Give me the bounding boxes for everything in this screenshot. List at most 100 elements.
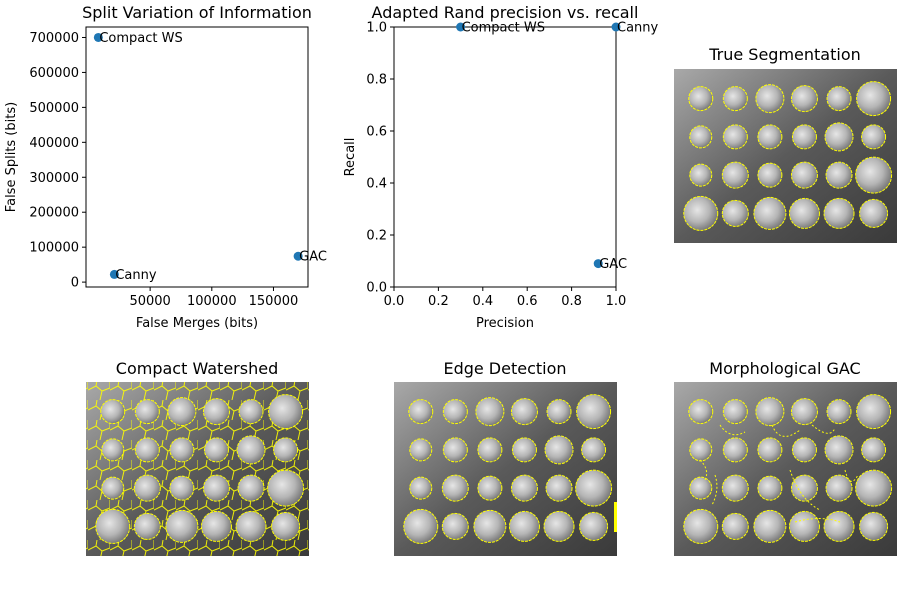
- coin: [688, 86, 714, 112]
- coin: [202, 474, 230, 502]
- y-tick-label: 600000: [29, 66, 79, 81]
- coin: [167, 397, 197, 427]
- coin: [169, 437, 195, 463]
- x-tick-label: 50000: [129, 294, 170, 309]
- y-tick-label: 400000: [29, 136, 79, 151]
- morphological-gac-panel: Morphological GAC: [674, 359, 897, 556]
- coin: [826, 86, 852, 112]
- coin: [721, 199, 749, 227]
- split-vi-points: Compact WS Canny GAC: [93, 31, 327, 283]
- split-vi-panel: Split Variation of Information 50000 1000…: [4, 3, 327, 331]
- coin: [753, 509, 787, 543]
- scatter-point: [456, 22, 466, 32]
- coin: [861, 124, 887, 150]
- coin: [403, 508, 439, 544]
- coin: [757, 475, 783, 501]
- compact-watershed-title: Compact Watershed: [116, 359, 278, 378]
- y-tick-label: 300000: [29, 171, 79, 186]
- x-tick-label: 100000: [187, 294, 237, 309]
- coin: [722, 124, 748, 150]
- coin: [757, 124, 783, 150]
- coin: [790, 474, 818, 502]
- coin: [722, 437, 748, 463]
- coin: [721, 161, 749, 189]
- coin: [861, 437, 887, 463]
- coin: [510, 398, 538, 426]
- rand-points: Compact WS Canny GAC: [456, 21, 659, 272]
- coin: [442, 399, 468, 425]
- y-tick-label: 0.4: [366, 177, 387, 192]
- coin: [477, 475, 503, 501]
- point-label: Compact WS: [462, 21, 545, 36]
- coin: [721, 474, 749, 502]
- coin: [688, 399, 714, 425]
- rand-y-ticks: 0.0 0.2 0.4 0.6 0.8 1.0: [366, 21, 394, 296]
- coin: [788, 510, 820, 542]
- point-label: Compact WS: [99, 31, 182, 46]
- coin: [689, 476, 713, 500]
- coin: [689, 163, 713, 187]
- y-tick-label: 0.0: [366, 281, 387, 296]
- split-vi-ylabel: False Splits (bits): [4, 102, 19, 212]
- coin: [442, 437, 468, 463]
- coin: [409, 438, 433, 462]
- coin: [755, 84, 785, 114]
- x-tick-label: 0.8: [561, 294, 582, 309]
- y-tick-label: 0: [71, 276, 79, 291]
- coin: [236, 435, 266, 465]
- coin: [788, 197, 820, 229]
- coin: [823, 510, 855, 542]
- coin: [757, 162, 783, 188]
- coin: [824, 122, 854, 152]
- coin: [683, 195, 719, 231]
- x-tick-label: 1.0: [606, 294, 627, 309]
- coin: [202, 398, 230, 426]
- y-tick-label: 0.2: [366, 229, 387, 244]
- coin: [100, 399, 126, 425]
- coin: [825, 161, 853, 189]
- coin: [273, 437, 299, 463]
- coin: [544, 435, 574, 465]
- y-tick-label: 500000: [29, 101, 79, 116]
- morphological-gac-coins: [683, 394, 893, 544]
- coin: [824, 435, 854, 465]
- coin: [238, 399, 264, 425]
- coin: [576, 394, 612, 430]
- y-tick-label: 0.8: [366, 73, 387, 88]
- coin: [203, 437, 229, 463]
- edge-detection-title: Edge Detection: [443, 359, 566, 378]
- true-segmentation-panel: True Segmentation: [674, 45, 897, 243]
- coin: [722, 86, 748, 112]
- coin: [545, 474, 573, 502]
- coin: [791, 124, 817, 150]
- morphological-gac-leaks: [699, 424, 859, 523]
- coin: [856, 81, 892, 117]
- coin: [268, 394, 304, 430]
- coin: [757, 437, 783, 463]
- coin: [508, 510, 540, 542]
- coin: [271, 511, 301, 541]
- x-tick-label: 0.2: [428, 294, 449, 309]
- coin: [689, 438, 713, 462]
- coin: [134, 437, 160, 463]
- coin: [790, 85, 818, 113]
- coin: [546, 399, 572, 425]
- rand-title: Adapted Rand precision vs. recall: [372, 3, 639, 22]
- y-tick-label: 0.6: [366, 125, 387, 140]
- coin: [581, 437, 607, 463]
- coin: [856, 394, 892, 430]
- coin: [755, 397, 785, 427]
- coin: [575, 469, 613, 507]
- edge-detection-panel: Edge Detection: [394, 359, 617, 556]
- coin: [475, 397, 505, 427]
- coin: [790, 161, 818, 189]
- coin: [859, 198, 889, 228]
- coin: [101, 438, 125, 462]
- split-vi-xlabel: False Merges (bits): [136, 316, 258, 331]
- coin: [169, 475, 195, 501]
- true-segmentation-title: True Segmentation: [708, 45, 861, 64]
- morphological-gac-title: Morphological GAC: [709, 359, 860, 378]
- coin: [200, 510, 232, 542]
- coin: [510, 474, 538, 502]
- split-vi-axes-frame: [85, 26, 309, 288]
